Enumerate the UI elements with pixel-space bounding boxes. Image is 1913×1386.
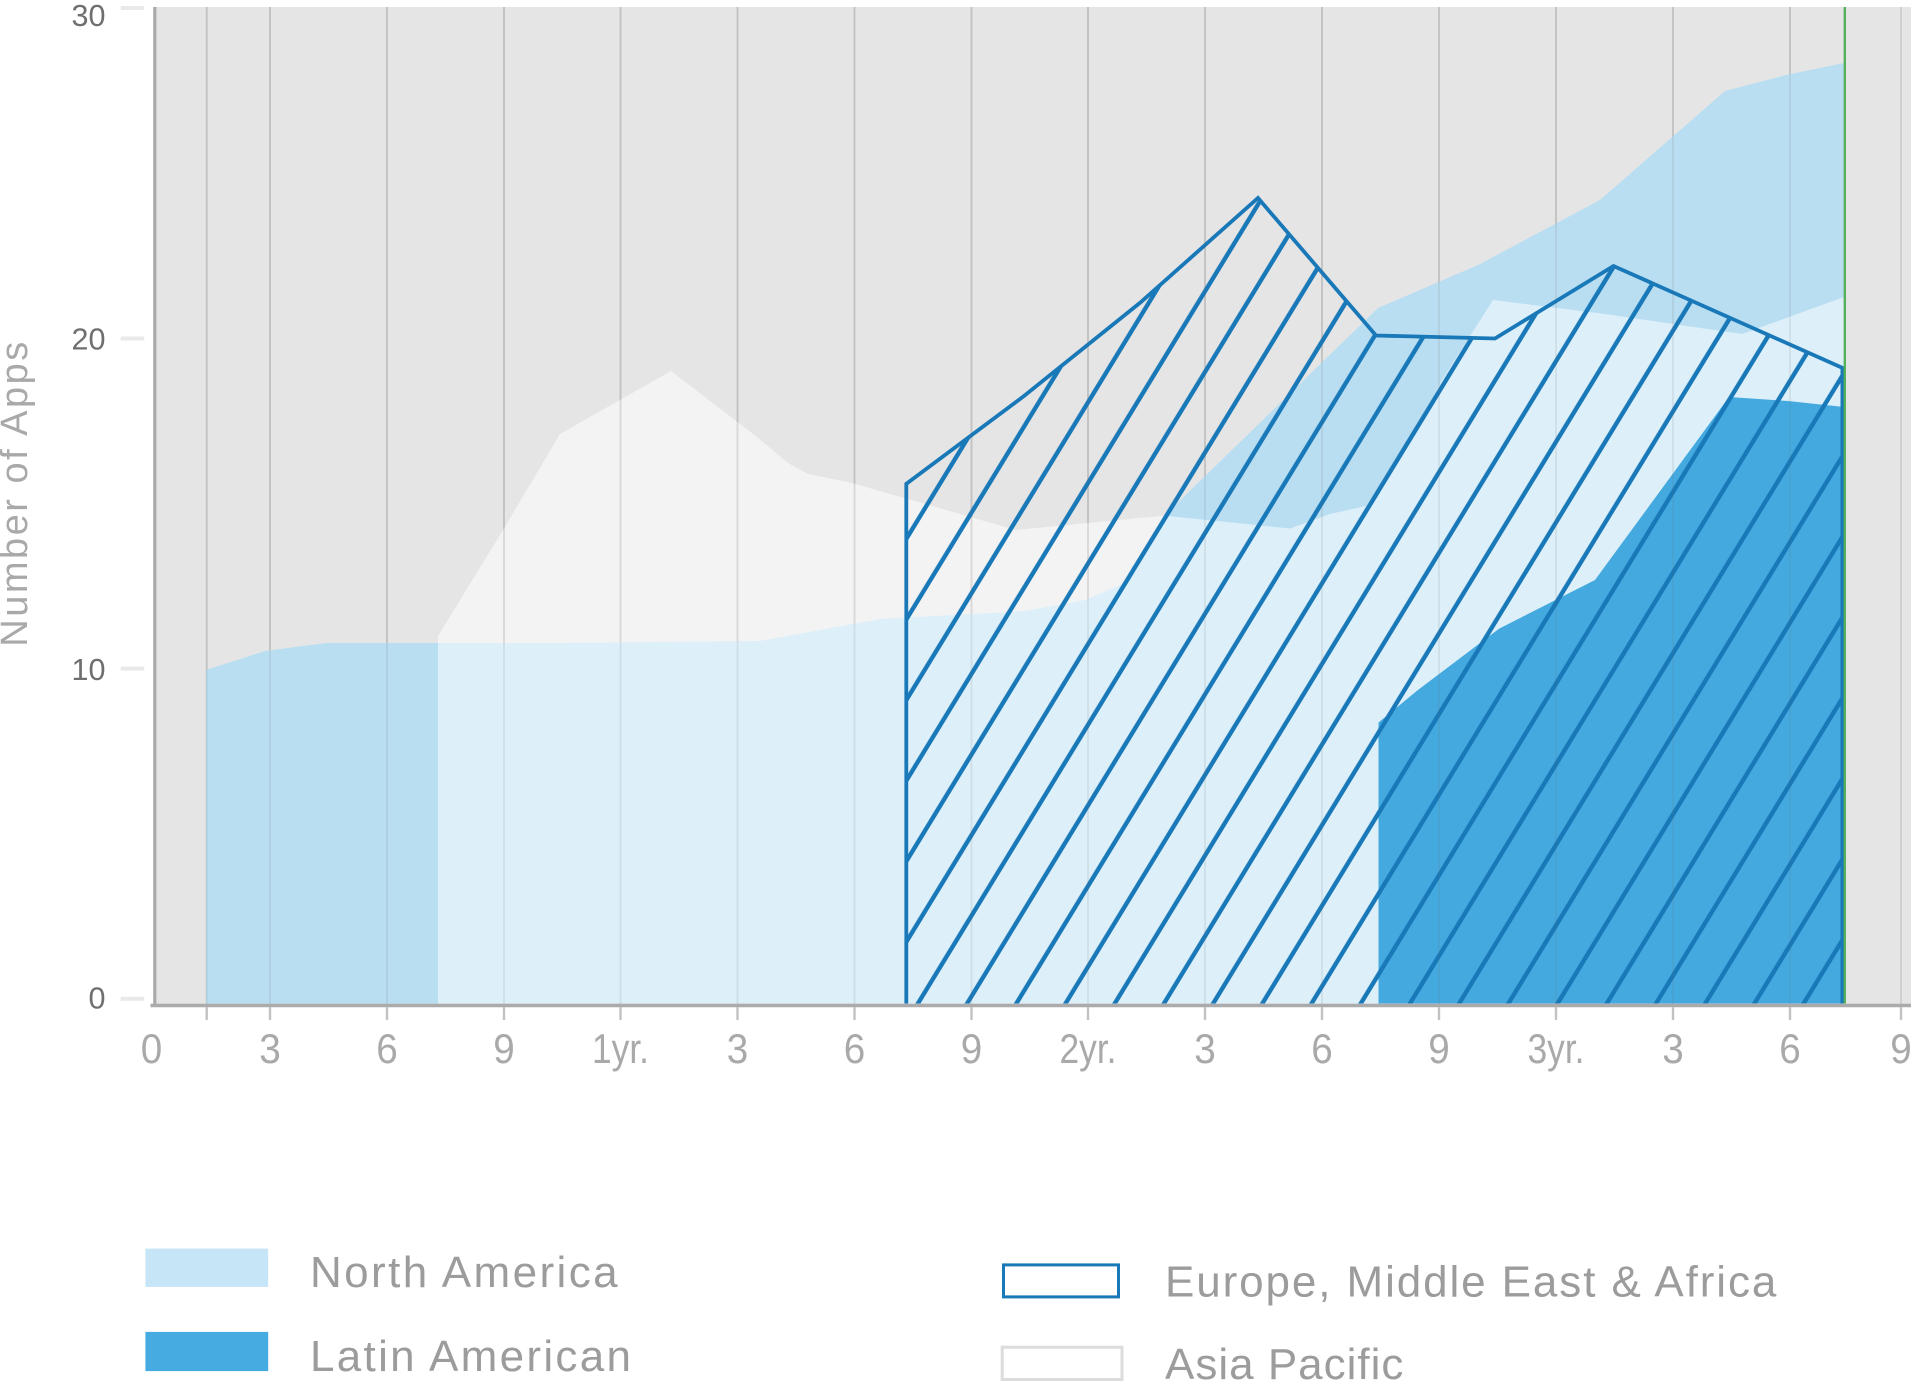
svg-text:Europe, Middle East & Africa: Europe, Middle East & Africa xyxy=(1165,1258,1778,1307)
svg-text:20: 20 xyxy=(72,321,106,356)
svg-text:3yr.: 3yr. xyxy=(1528,1025,1585,1072)
svg-text:1yr.: 1yr. xyxy=(592,1025,649,1072)
svg-text:3: 3 xyxy=(1194,1025,1216,1072)
svg-text:9: 9 xyxy=(1890,1025,1912,1072)
svg-text:Number of Apps: Number of Apps xyxy=(0,339,36,646)
svg-text:3: 3 xyxy=(727,1025,749,1072)
svg-text:3: 3 xyxy=(1662,1025,1684,1072)
svg-text:6: 6 xyxy=(1311,1025,1333,1072)
svg-text:10: 10 xyxy=(72,652,106,687)
svg-text:9: 9 xyxy=(1428,1025,1450,1072)
svg-text:6: 6 xyxy=(844,1025,866,1072)
svg-text:Latin American: Latin American xyxy=(310,1332,633,1381)
svg-text:0: 0 xyxy=(89,980,106,1015)
svg-text:9: 9 xyxy=(961,1025,983,1072)
svg-text:North America: North America xyxy=(310,1248,620,1297)
svg-text:30: 30 xyxy=(72,0,106,33)
svg-text:2yr.: 2yr. xyxy=(1060,1025,1117,1072)
svg-text:6: 6 xyxy=(1779,1025,1801,1072)
svg-text:6: 6 xyxy=(376,1025,398,1072)
svg-text:Asia Pacific: Asia Pacific xyxy=(1165,1340,1404,1386)
svg-text:9: 9 xyxy=(493,1025,515,1072)
svg-text:0: 0 xyxy=(141,1025,163,1072)
svg-text:3: 3 xyxy=(259,1025,281,1072)
